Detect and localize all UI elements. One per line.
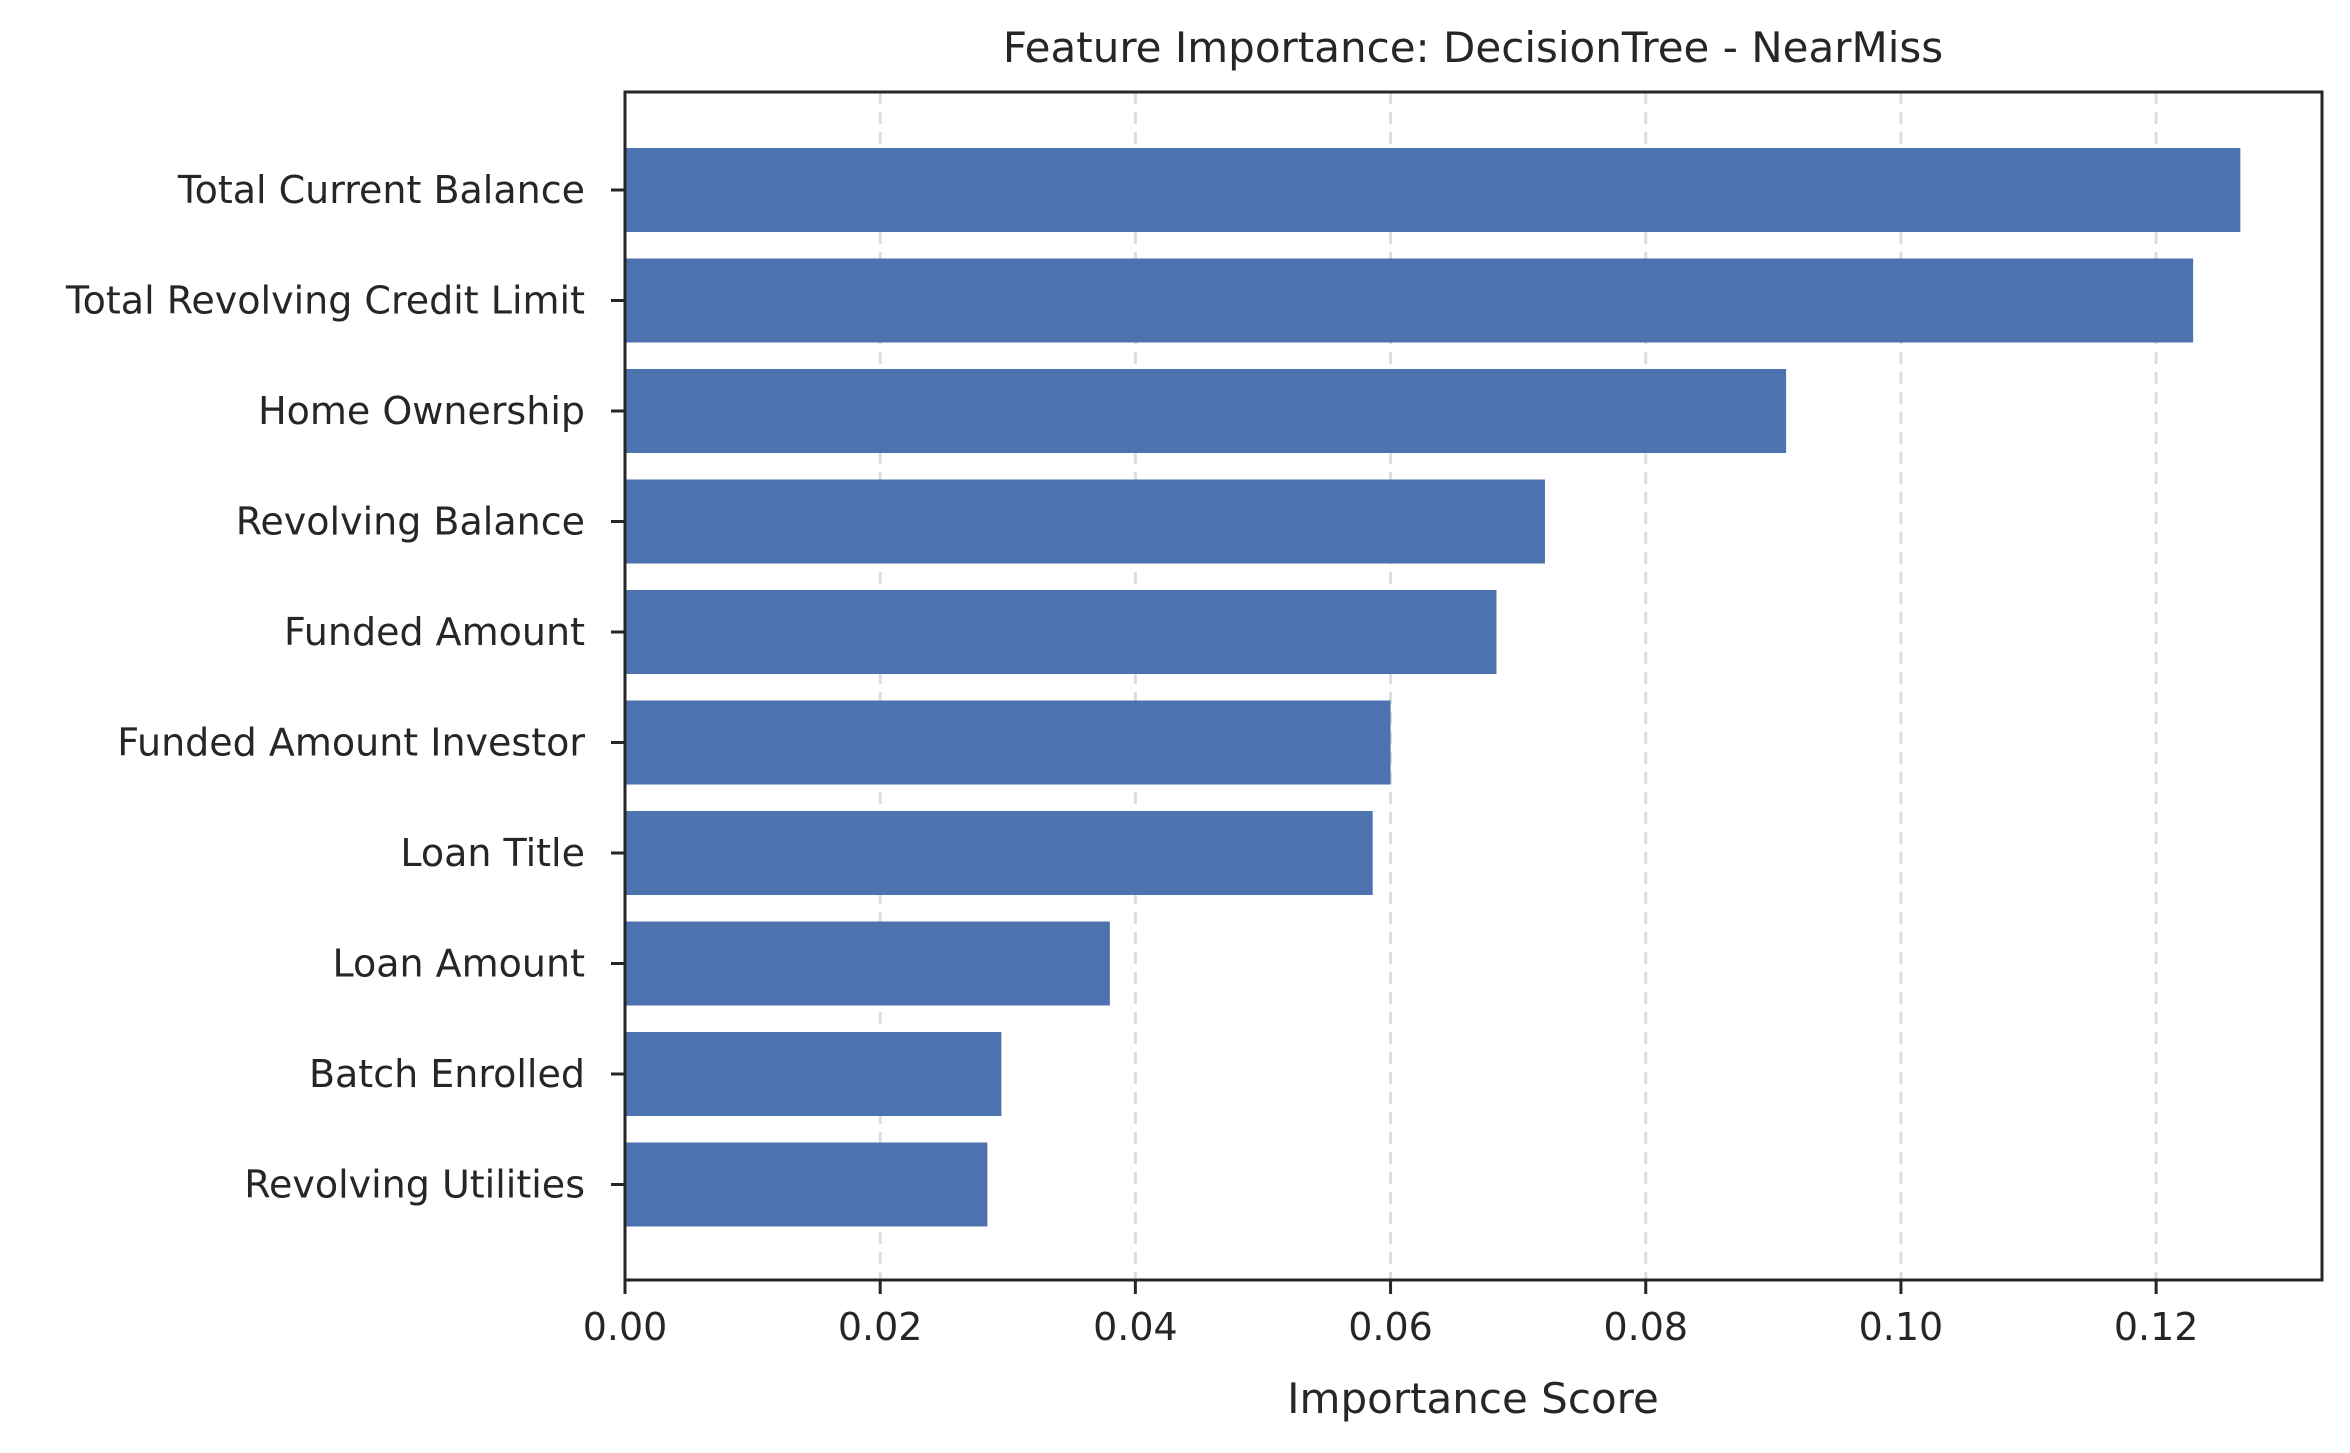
y-tick-label: Batch Enrolled: [309, 1052, 585, 1096]
y-axis-ticks: Total Current Balance Total Revolving Cre…: [65, 168, 625, 1207]
bars: [625, 148, 2241, 1227]
bar: [625, 479, 1545, 564]
y-tick-label: Funded Amount Investor: [117, 721, 585, 765]
x-tick-label: 0.00: [583, 1305, 668, 1349]
y-tick-label: Total Current Balance: [177, 168, 585, 212]
bar: [625, 700, 1391, 785]
bar: [625, 811, 1373, 895]
y-tick-label: Loan Title: [400, 831, 585, 875]
y-tick-label: Home Ownership: [258, 389, 585, 433]
plot-frame: [623, 90, 2324, 1282]
bar: [625, 590, 1497, 674]
y-tick-label: Revolving Utilities: [244, 1163, 585, 1207]
x-tick-label: 0.06: [1348, 1305, 1433, 1349]
bar: [625, 1142, 988, 1227]
y-tick-label: Funded Amount: [284, 610, 585, 654]
x-tick-label: 0.04: [1093, 1305, 1178, 1349]
x-axis-ticks: 0.00 0.02 0.04 0.06 0.08 0.10 0.12: [583, 1280, 2199, 1349]
x-axis-label: Importance Score: [1287, 1374, 1659, 1423]
x-tick-label: 0.02: [838, 1305, 923, 1349]
x-tick-label: 0.08: [1603, 1305, 1688, 1349]
x-tick-label: 0.12: [2114, 1305, 2199, 1349]
bar: [625, 1032, 1002, 1116]
bar: [625, 258, 2194, 343]
chart-title: Feature Importance: DecisionTree - NearM…: [1003, 23, 1943, 72]
bar: [625, 921, 1110, 1006]
bar: [625, 369, 1787, 453]
bar: [625, 148, 2241, 232]
y-tick-label: Loan Amount: [332, 942, 585, 986]
y-tick-label: Revolving Balance: [236, 500, 585, 544]
y-tick-label: Total Revolving Credit Limit: [65, 279, 585, 323]
x-tick-label: 0.10: [1859, 1305, 1944, 1349]
